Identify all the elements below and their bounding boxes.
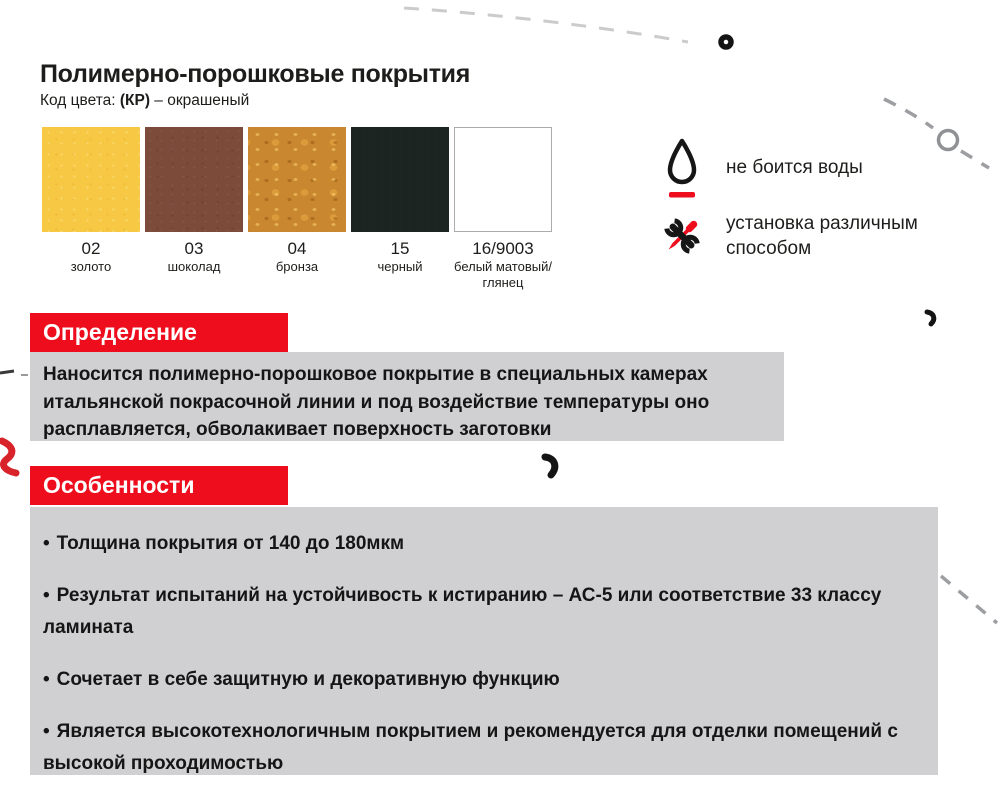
swatch-code: 15 [390, 239, 410, 258]
swatch-name: бронза [275, 259, 319, 274]
swatch-color-box-gold [42, 127, 140, 232]
color-swatch: 15 черный [351, 127, 449, 290]
swatch-color-box-white [454, 127, 552, 232]
dashed-arc-top [403, 6, 689, 44]
feature-bullet: • Толщина покрытия от 140 до 180мкм [43, 528, 908, 560]
subtitle-prefix: Код цвета: [40, 92, 120, 109]
swatch-color-box-bronze [248, 127, 346, 232]
feature-bullet: • Сочетает в себе защитную и декоративную… [43, 664, 908, 696]
dash-left [0, 369, 15, 375]
color-swatch: 16/9003 белый матовый/глянец [454, 127, 552, 290]
feature-icon-list: не боится воды установка разли [658, 137, 966, 261]
feature-label: не боится воды [726, 157, 863, 179]
feature-bullet: • Результат испытаний на устойчивость к и… [43, 580, 908, 644]
red-squiggle [0, 437, 20, 477]
comma-shape-right [924, 309, 937, 327]
feature-water-resistant: не боится воды [658, 137, 966, 199]
feature-label: установка различным способом [726, 213, 918, 260]
color-swatch: 04 бронза [248, 127, 346, 290]
color-swatch: 02 золото [42, 127, 140, 290]
bullet-marker: • [43, 533, 50, 554]
section-body-definition: Наносится полимерно-порошковое покрытие … [30, 352, 784, 441]
bullet-text: Является высокотехнологичным покрытием и… [43, 720, 898, 774]
swatch-name: черный [377, 259, 423, 274]
swatch-code: 02 [81, 239, 101, 258]
bullet-text: Результат испытаний на устойчивость к ис… [43, 584, 882, 638]
page-title: Полимерно-порошковые покрытия [40, 60, 471, 88]
swatch-color-box-black [351, 127, 449, 232]
bullet-text: Толщина покрытия от 140 до 180мкм [56, 533, 405, 554]
subtitle-suffix: – окрашеный [150, 92, 250, 109]
swatch-name: шоколад [167, 259, 221, 274]
bullet-marker: • [43, 668, 50, 690]
subtitle-code: (КР) [119, 92, 150, 109]
swatch-name: белый матовый/глянец [454, 259, 552, 290]
swatch-code: 03 [184, 239, 204, 258]
color-swatch-row: 02 золото 03 шоколад 04 бронза 15 черный… [42, 127, 552, 290]
bullet-marker: • [43, 584, 50, 606]
feature-bullet: • Является высокотехнологичным покрытием … [43, 716, 908, 780]
swatch-code: 16/9003 [472, 239, 534, 258]
water-drop-icon [658, 137, 706, 199]
bullet-text: Сочетает в себе защитную и декоративную … [56, 668, 560, 690]
section-body-features: • Толщина покрытия от 140 до 180мкм • Резу… [30, 507, 938, 775]
bullet-marker: • [43, 720, 50, 742]
swatch-name: золото [70, 259, 112, 274]
color-code-subtitle: Код цвета: (КР) – окрашеный [40, 92, 249, 110]
dashed-line-right-bottom [939, 574, 999, 625]
donut-dot [718, 34, 734, 50]
feature-installation: установка различным способом [658, 211, 966, 261]
section-heading-features: Особенности [30, 466, 288, 505]
swatch-code: 04 [287, 239, 307, 258]
crossed-tools-icon [658, 212, 706, 260]
color-swatch: 03 шоколад [145, 127, 243, 290]
section-heading-definition: Определение [30, 313, 288, 352]
swatch-color-box-chocolate [145, 127, 243, 232]
comma-shape-center [541, 453, 559, 479]
dashed-line-right-top [883, 97, 935, 130]
